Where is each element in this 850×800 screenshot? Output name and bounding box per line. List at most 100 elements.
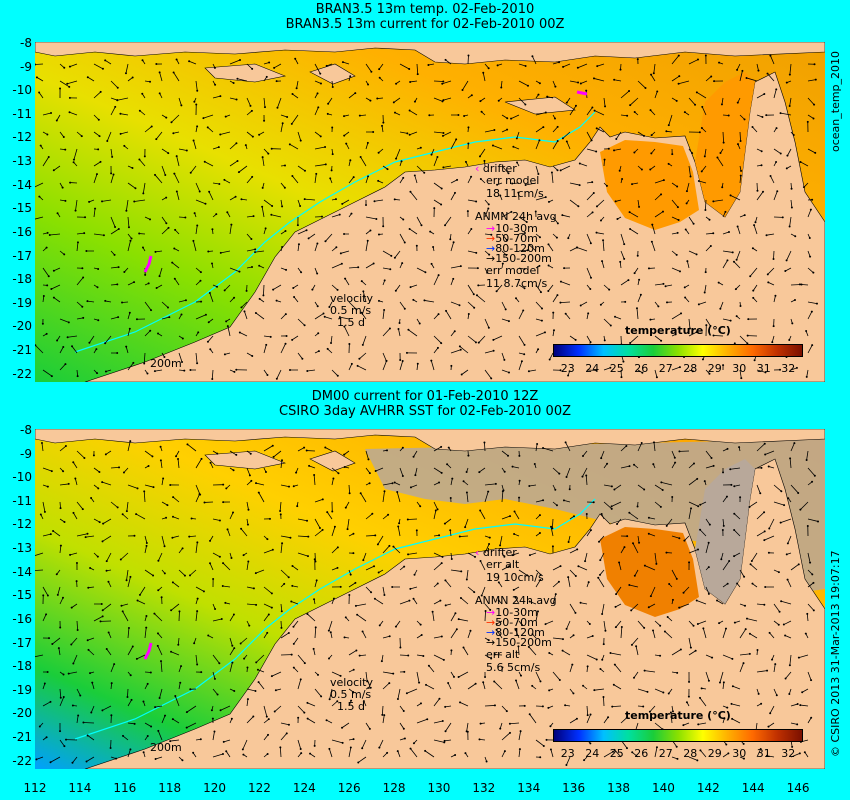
current-arrow-head — [746, 342, 749, 345]
current-arrow-head — [585, 512, 588, 515]
current-arrow-head — [158, 275, 161, 278]
current-arrow-head — [646, 690, 649, 693]
current-arrow-head — [303, 446, 306, 449]
current-arrow-head — [538, 82, 541, 85]
current-arrow — [280, 123, 284, 133]
current-arrow-head — [522, 309, 525, 312]
current-arrow-head — [181, 337, 184, 340]
top-colorbar-title: temperature (°C) — [625, 324, 731, 337]
current-arrow-head — [760, 150, 763, 153]
current-arrow-head — [600, 513, 603, 516]
current-arrow-head — [150, 725, 153, 728]
current-arrow — [467, 586, 475, 593]
current-arrow — [76, 688, 81, 696]
current-arrow-head — [151, 455, 154, 458]
current-arrow-head — [322, 312, 325, 315]
current-arrow-head — [332, 477, 335, 480]
current-arrow-head — [309, 752, 312, 755]
current-arrow-head — [64, 445, 67, 448]
current-arrow-head — [74, 477, 77, 480]
current-arrow — [207, 127, 214, 133]
current-arrow — [722, 654, 733, 660]
current-arrow-head — [386, 751, 389, 754]
current-arrow — [433, 467, 442, 474]
current-arrow-head — [407, 553, 410, 556]
current-arrow — [603, 751, 614, 758]
current-arrow — [293, 667, 299, 673]
current-arrow-head — [656, 90, 659, 93]
current-arrow-head — [696, 58, 699, 61]
current-arrow-head — [518, 454, 521, 457]
current-arrow — [433, 562, 442, 571]
current-arrow-head — [79, 694, 82, 697]
current-arrow — [395, 284, 401, 291]
current-arrow — [347, 518, 350, 530]
current-arrow-head — [513, 510, 516, 513]
current-arrow-head — [56, 212, 59, 215]
current-arrow — [671, 569, 678, 580]
current-arrow-head — [42, 594, 45, 597]
current-arrow-head — [602, 239, 605, 242]
current-arrow-head — [812, 271, 815, 274]
current-arrow-head — [625, 716, 628, 719]
lat-tick-label: -19 — [12, 295, 32, 310]
current-arrow-head — [196, 224, 199, 227]
current-arrow-head — [396, 750, 399, 753]
current-arrow-head — [292, 625, 295, 628]
current-arrow-head — [267, 152, 270, 155]
current-arrow-head — [552, 329, 555, 332]
current-arrow-head — [398, 321, 401, 324]
current-arrow-head — [745, 76, 748, 79]
current-arrow-head — [674, 333, 677, 336]
current-arrow — [297, 131, 302, 141]
current-arrow-head — [787, 497, 790, 500]
current-arrow-head — [164, 714, 167, 717]
current-arrow-head — [196, 362, 199, 365]
current-arrow-head — [178, 610, 181, 613]
current-arrow — [271, 671, 282, 677]
current-arrow-head — [744, 628, 747, 631]
current-arrow-head — [266, 373, 269, 376]
current-arrow-head — [271, 548, 274, 551]
current-arrow-head — [441, 720, 444, 723]
current-arrow-head — [815, 302, 818, 305]
current-arrow-head — [501, 666, 504, 669]
current-arrow-head — [726, 706, 729, 709]
current-arrow — [73, 512, 78, 520]
current-arrow-head — [697, 548, 700, 551]
current-arrow-head — [526, 249, 529, 252]
current-arrow — [644, 565, 656, 571]
current-arrow-head — [697, 303, 700, 306]
current-arrow-head — [86, 300, 89, 303]
current-arrow-head — [183, 369, 186, 372]
current-arrow-head — [63, 66, 66, 69]
current-arrow-head — [632, 542, 635, 545]
lon-tick-label: 120 — [203, 781, 226, 795]
current-arrow-head — [40, 442, 43, 445]
current-arrow-head — [528, 600, 531, 603]
current-arrow — [496, 620, 503, 625]
current-arrow — [637, 294, 642, 303]
current-arrow — [365, 586, 372, 593]
current-arrow-head — [587, 312, 590, 315]
current-arrow-head — [779, 152, 782, 155]
current-arrow-head — [181, 360, 184, 363]
current-arrow — [263, 603, 273, 608]
current-arrow-head — [423, 171, 426, 174]
current-arrow-head — [725, 743, 728, 746]
current-arrow-head — [407, 654, 410, 657]
colorbar-tick-label: 32 — [781, 362, 796, 375]
current-arrow — [603, 620, 606, 631]
current-arrow — [671, 250, 677, 256]
current-arrow-head — [464, 160, 467, 163]
current-arrow — [325, 447, 333, 452]
current-arrow-head — [225, 750, 228, 753]
current-arrow-head — [91, 681, 94, 684]
current-arrow — [314, 580, 318, 588]
current-arrow — [88, 649, 95, 656]
current-arrow-head — [175, 190, 178, 193]
current-arrow-head — [160, 596, 163, 599]
colorbar-tick-label: 31 — [756, 362, 771, 375]
current-arrow-head — [188, 574, 191, 577]
bottom-err-label: err alt — [486, 558, 520, 571]
